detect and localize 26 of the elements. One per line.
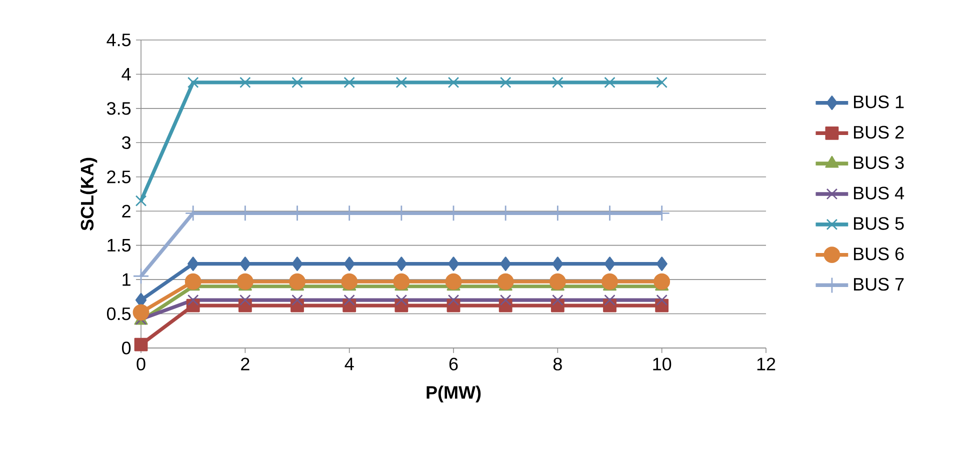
y-tick-label: 0 bbox=[122, 342, 131, 354]
y-tick-label: 4.5 bbox=[106, 34, 131, 46]
x-tick-label: 6 bbox=[449, 358, 458, 370]
y-axis-title: SCL(KA) bbox=[80, 158, 98, 230]
y-tick-label: 2.5 bbox=[107, 170, 131, 184]
x-tick-label: 12 bbox=[757, 358, 776, 370]
legend-label: BUS 7 bbox=[854, 278, 904, 291]
legend-label: BUS 2 bbox=[854, 126, 904, 139]
y-tick-label: 2 bbox=[122, 204, 130, 218]
x-tick-label: 0 bbox=[136, 358, 146, 370]
x-tick-label: 4 bbox=[344, 358, 354, 370]
legend-label: BUS 6 bbox=[854, 248, 904, 260]
legend-label: BUS 1 bbox=[854, 96, 904, 108]
legend-label: BUS 4 bbox=[854, 186, 904, 200]
legend-label: BUS 3 bbox=[854, 156, 904, 170]
y-tick-label: 3.5 bbox=[106, 102, 131, 115]
y-tick-label: 1.5 bbox=[108, 239, 131, 252]
y-tick-label: 1 bbox=[122, 273, 130, 286]
x-tick-label: 2 bbox=[241, 358, 250, 370]
x-tick-label: 10 bbox=[653, 358, 672, 370]
x-tick-label: 8 bbox=[553, 358, 562, 370]
y-tick-label: 3 bbox=[122, 136, 131, 150]
y-tick-label: 0.5 bbox=[106, 307, 131, 320]
legend-label: BUS 5 bbox=[854, 217, 904, 230]
y-tick-label: 4 bbox=[122, 68, 131, 80]
x-axis-title: P(MW) bbox=[426, 386, 481, 402]
